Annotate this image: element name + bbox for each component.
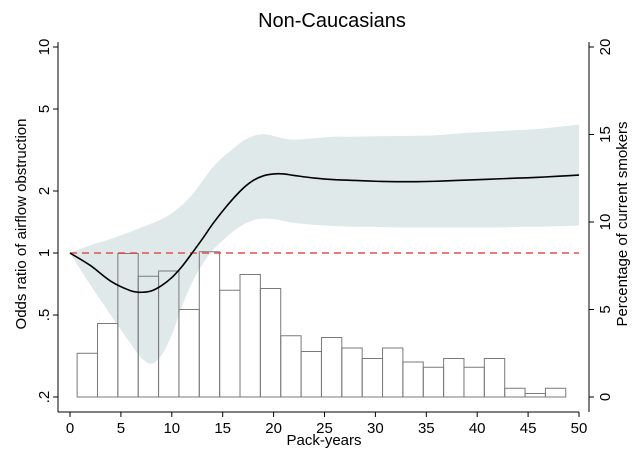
histogram-bar	[259, 288, 282, 398]
histogram-bar	[402, 361, 424, 398]
histogram-bar	[504, 387, 526, 398]
chart-title: Non-Caucasians	[258, 10, 406, 32]
x-tick-label: 25	[316, 420, 333, 437]
histogram-bar	[483, 358, 506, 398]
y-tick-label: 10	[36, 39, 53, 56]
y2-tick-label: 5	[597, 305, 614, 313]
histogram-bar	[300, 351, 322, 398]
odds-ratio-line	[69, 172, 580, 294]
x-tick-label: 40	[469, 420, 486, 437]
y-axis-title: Odds ratio of airflow obstruction	[13, 119, 30, 330]
histogram-bar	[422, 366, 445, 398]
histogram-bar	[320, 337, 343, 398]
y2-axis-title: Percentage of current smokers	[614, 121, 631, 326]
confidence-band	[70, 124, 579, 364]
x-tick-label: 5	[117, 420, 125, 437]
histogram-bar	[178, 309, 200, 398]
plot-area	[69, 124, 580, 398]
histogram-bar	[198, 251, 221, 398]
histogram-bar	[361, 358, 384, 398]
x-tick-label: 30	[367, 420, 384, 437]
histogram-bar	[76, 352, 98, 398]
x-tick-label: 15	[214, 420, 231, 437]
histogram-bar	[280, 335, 302, 398]
histogram-bar	[443, 358, 465, 398]
histogram-bar	[382, 347, 404, 398]
y2-tick-label: 15	[597, 126, 614, 143]
y-tick-label: 1	[36, 249, 53, 257]
y2-tick-label: 0	[597, 393, 614, 401]
histogram-bar	[463, 366, 485, 398]
histogram-bar	[96, 323, 119, 398]
x-tick-label: 20	[265, 420, 282, 437]
x-tick-label: 35	[418, 420, 435, 437]
histogram-bar	[524, 393, 546, 398]
x-tick-label: 10	[163, 420, 180, 437]
x-tick-label: 0	[66, 420, 74, 437]
x-tick-label: 45	[520, 420, 537, 437]
y-tick-label: 5	[36, 105, 53, 113]
x-axis-title: Pack-years	[286, 432, 361, 449]
histogram-bar	[544, 387, 567, 398]
y2-tick-label: 20	[597, 39, 614, 56]
y-tick-label: 2	[36, 187, 53, 195]
y2-tick-label: 10	[597, 214, 614, 231]
histogram-bar	[239, 274, 261, 398]
y-tick-label: .2	[36, 391, 53, 404]
histogram-bar	[219, 289, 241, 398]
y-tick-label: .5	[36, 309, 53, 322]
x-tick-label: 50	[571, 420, 588, 437]
histogram-bar	[341, 347, 363, 398]
